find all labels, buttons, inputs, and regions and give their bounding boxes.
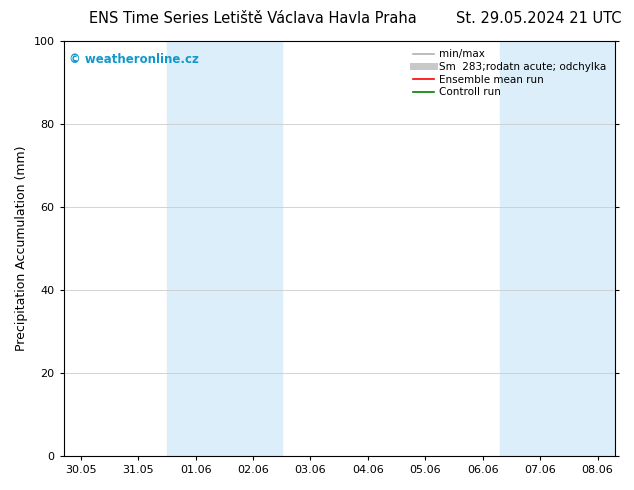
Y-axis label: Precipitation Accumulation (mm): Precipitation Accumulation (mm) (15, 146, 28, 351)
Bar (167, 41, 281, 456)
Legend: min/max, Sm  283;rodatn acute; odchylka, Ensemble mean run, Controll run: min/max, Sm 283;rodatn acute; odchylka, … (410, 46, 610, 100)
Text: © weatheronline.cz: © weatheronline.cz (69, 53, 199, 67)
Text: ENS Time Series Letiště Václava Havla Praha: ENS Time Series Letiště Václava Havla Pr… (89, 11, 417, 26)
Bar (500, 41, 615, 456)
Text: St. 29.05.2024 21 UTC: St. 29.05.2024 21 UTC (456, 11, 621, 26)
